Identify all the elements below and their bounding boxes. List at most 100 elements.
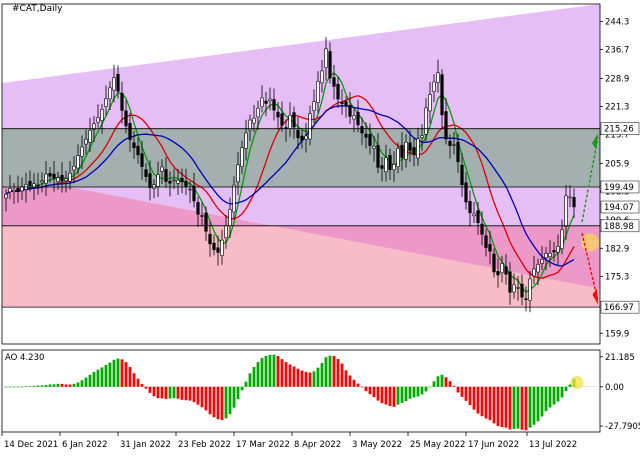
candle	[448, 134, 452, 159]
ao-bar	[432, 381, 436, 387]
ao-bar	[304, 371, 308, 387]
candle	[412, 137, 416, 167]
candle	[564, 185, 568, 240]
candle	[416, 127, 420, 167]
candle	[528, 270, 532, 313]
candle-body	[476, 210, 480, 224]
candle	[136, 137, 140, 164]
ao-bar	[256, 362, 260, 387]
candle-body	[232, 184, 236, 213]
ao-bar	[132, 373, 136, 387]
current-price-label-bg	[600, 200, 640, 214]
candle	[200, 202, 204, 227]
candle	[332, 64, 336, 100]
candle-body	[508, 271, 512, 293]
candle-body	[340, 102, 344, 105]
candle-body	[432, 81, 436, 92]
candle-body	[440, 74, 444, 116]
x-tick-label: 31 Jan 2022	[120, 440, 171, 450]
candle-body	[156, 174, 160, 187]
candle-body	[572, 197, 576, 208]
ao-bar	[504, 386, 508, 428]
candle	[272, 88, 276, 121]
ao-bar	[204, 386, 208, 411]
below-lower-area	[2, 307, 600, 344]
ao-bar	[540, 386, 544, 417]
candle	[264, 91, 268, 117]
price-tick-label: 159.9	[605, 329, 629, 339]
candle-body	[316, 80, 320, 103]
ao-bar	[296, 368, 300, 387]
candle	[472, 201, 476, 224]
candle-body	[560, 229, 564, 249]
ao-bar	[396, 386, 400, 405]
ao-bar	[412, 386, 416, 398]
ao-bar	[8, 386, 12, 388]
level-label-lower-bg	[600, 300, 640, 314]
candle	[396, 142, 400, 174]
candle-body	[4, 194, 8, 199]
candle-body	[304, 135, 308, 140]
ao-bar	[232, 386, 236, 408]
candle-body	[324, 48, 328, 68]
candle-body	[380, 165, 384, 169]
ao-bar	[216, 386, 220, 420]
ao-bar	[20, 386, 24, 388]
candle	[92, 116, 96, 143]
ao-bar	[96, 369, 100, 387]
candle-body	[344, 101, 348, 106]
level-label-support: 188.98	[604, 222, 634, 232]
candle	[276, 102, 280, 130]
candle-body	[124, 110, 128, 127]
candle	[216, 235, 220, 266]
candle	[504, 254, 508, 285]
candle-body	[308, 113, 312, 140]
candle-body	[460, 164, 464, 186]
candle	[64, 170, 68, 193]
ao-bar	[356, 383, 360, 387]
candle-body	[212, 242, 216, 251]
candle	[140, 140, 144, 180]
candle-body	[56, 177, 60, 183]
candle-body	[28, 180, 32, 187]
candle-body	[444, 111, 448, 140]
ao-bar	[192, 386, 196, 403]
candle	[108, 80, 112, 111]
ao-bar	[400, 386, 404, 403]
candle	[248, 114, 252, 142]
x-tick-label: 17 Jun 2022	[468, 440, 519, 450]
ao-bar	[288, 364, 292, 387]
ao-bar	[488, 386, 492, 421]
ao-bar	[368, 386, 372, 395]
price-tick-label: 175.3	[605, 272, 629, 282]
zones-layer	[2, 4, 600, 344]
ao-tick-label: 0.00	[605, 383, 624, 393]
chart-title: #CAT,Daily	[12, 4, 63, 14]
candle-body	[52, 173, 56, 179]
x-tick-label: 17 Mar 2022	[236, 440, 290, 450]
ao-bar	[416, 386, 420, 397]
ao-bar	[160, 386, 164, 399]
candle	[68, 160, 72, 190]
candle	[544, 246, 548, 271]
ao-bar	[532, 386, 536, 425]
candle	[348, 91, 352, 124]
candle-body	[556, 246, 560, 253]
ao-bar	[448, 381, 452, 387]
level-label-upper: 215.26	[604, 125, 634, 135]
candle	[508, 262, 512, 305]
candle-body	[568, 196, 572, 199]
candle	[120, 81, 124, 124]
candle-body	[364, 133, 368, 138]
candle-body	[196, 202, 200, 215]
current-marker	[581, 233, 599, 252]
candle-body	[16, 188, 20, 193]
candle-body	[420, 135, 424, 138]
candle	[116, 65, 120, 99]
candle	[188, 181, 192, 204]
ao-bar	[208, 386, 212, 415]
candle-body	[40, 180, 44, 183]
candle-body	[348, 104, 352, 117]
candle-body	[484, 235, 488, 248]
